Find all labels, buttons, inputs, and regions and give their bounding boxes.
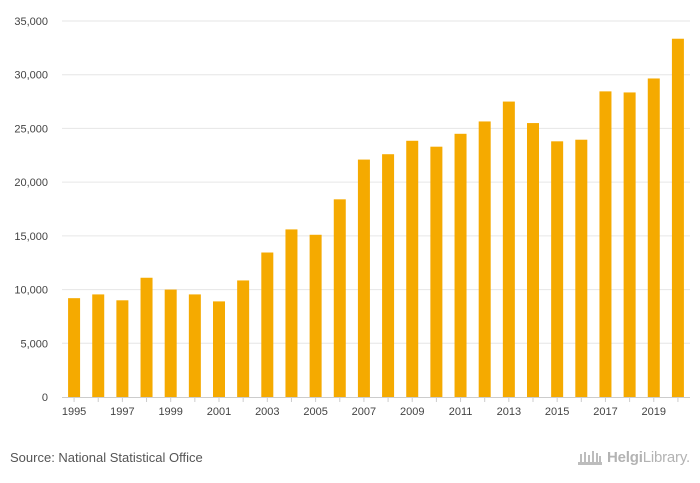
bar-1999[interactable] [164,289,177,397]
y-tick-label: 5,000 [20,338,48,350]
bar-2004[interactable] [285,229,298,397]
bar-1997[interactable] [116,300,129,397]
bar-2013[interactable] [502,101,515,397]
x-tick-label: 2011 [449,406,473,418]
x-tick-label: 2007 [352,406,376,418]
y-tick-label: 35,000 [14,16,48,28]
bar-2018[interactable] [623,92,636,397]
x-tick-label: 1999 [158,406,182,418]
y-tick-label: 25,000 [14,123,48,135]
x-tick-label: 2013 [497,406,521,418]
x-axis: 1995 1997 1999 2001 2003 2005 2007 2009 2011 2013… [62,397,679,418]
bar-2003[interactable] [261,252,274,397]
y-tick-label: 15,000 [14,231,48,243]
y-axis: 0 5,000 10,000 15,000 20,000 25,000 30,000 35,0… [14,16,48,404]
helgi-library-logo[interactable]: HelgiLibrary. [577,448,690,466]
bar-2001[interactable] [213,301,225,397]
y-tick-label: 30,000 [14,70,48,82]
bar-1995[interactable] [68,298,81,397]
bar-series [68,38,684,398]
bar-2007[interactable] [357,159,370,397]
x-tick-label: 2003 [255,406,279,418]
x-tick-label: 2017 [593,406,617,418]
y-tick-label: 20,000 [14,177,48,189]
y-tick-label: 10,000 [14,285,48,297]
bar-2017[interactable] [599,91,612,398]
bar-2014[interactable] [527,123,539,397]
library-logo-icon [578,451,602,465]
bar-1996[interactable] [92,294,105,397]
x-tick-label: 2001 [207,406,231,418]
bar-2009[interactable] [406,140,419,397]
bar-2002[interactable] [237,280,250,397]
x-tick-label: 2015 [545,406,569,418]
y-tick-label: 0 [42,392,48,404]
bar-chart: 0 5,000 10,000 15,000 20,000 25,000 30,000 35,0… [14,16,690,418]
x-tick-label: 1995 [62,406,86,418]
bar-2019[interactable] [647,78,660,397]
grid-lines [62,20,690,344]
bar-2008[interactable] [382,154,395,397]
bar-2020[interactable] [671,38,684,397]
x-tick-label: 2005 [303,406,327,418]
bar-2010[interactable] [430,146,443,397]
bar-2000[interactable] [188,294,201,397]
bar-2015[interactable] [551,141,564,397]
bar-2005[interactable] [309,234,322,397]
bar-2012[interactable] [478,121,491,397]
x-tick-label: 2009 [400,406,424,418]
bar-1998[interactable] [140,277,153,397]
source-note: Source: National Statistical Office [10,450,203,465]
x-tick-label: 2019 [642,406,666,418]
bar-2016[interactable] [575,139,588,397]
x-tick-label: 1997 [110,406,134,418]
bar-2006[interactable] [333,199,346,397]
bar-2011[interactable] [454,133,467,398]
brand-name: HelgiLibrary. [607,448,690,466]
